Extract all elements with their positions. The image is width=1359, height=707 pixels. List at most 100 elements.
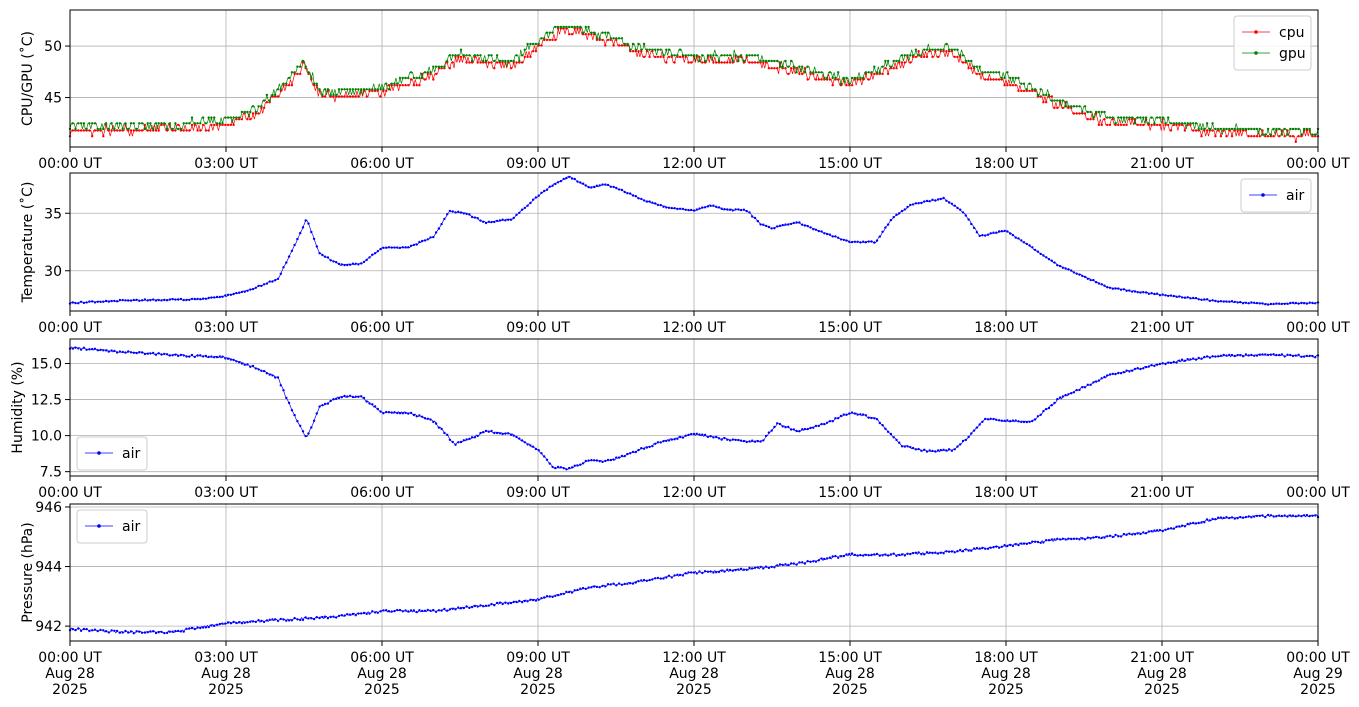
- data-point: [362, 88, 366, 91]
- data-point: [340, 88, 343, 91]
- data-point: [1214, 518, 1217, 521]
- data-point: [825, 232, 829, 236]
- data-point: [1100, 283, 1103, 286]
- data-point: [404, 609, 407, 612]
- data-point: [1178, 359, 1181, 362]
- data-point: [1022, 89, 1026, 93]
- data-point: [1011, 84, 1015, 87]
- data-point: [335, 261, 338, 264]
- data-point: [667, 206, 671, 209]
- data-point: [1192, 357, 1195, 360]
- data-point: [274, 618, 277, 621]
- data-point: [224, 116, 227, 119]
- data-point: [1100, 110, 1103, 114]
- data-point: [590, 31, 593, 34]
- data-point: [753, 54, 757, 57]
- data-point: [767, 67, 771, 70]
- data-point: [304, 65, 307, 68]
- data-point: [706, 54, 710, 57]
- data-point: [290, 409, 294, 412]
- data-point: [526, 600, 529, 603]
- y-tick-label: 942: [35, 619, 62, 635]
- data-point: [518, 211, 521, 214]
- data-point: [451, 210, 454, 213]
- data-point: [299, 65, 302, 68]
- data-point: [1070, 105, 1073, 108]
- x-tick-label: 00:00 UT: [38, 485, 102, 501]
- data-point: [670, 576, 673, 579]
- data-point: [409, 71, 413, 74]
- data-point: [953, 204, 956, 207]
- data-point: [77, 347, 80, 350]
- data-point: [850, 411, 854, 414]
- data-point: [570, 177, 574, 180]
- data-point: [1203, 521, 1206, 524]
- data-point: [193, 355, 196, 359]
- data-point: [834, 235, 837, 238]
- data-point: [984, 71, 987, 74]
- data-point: [79, 122, 83, 125]
- data-point: [1058, 264, 1062, 268]
- data-point: [249, 365, 252, 368]
- data-point: [767, 225, 771, 229]
- data-point: [795, 429, 798, 433]
- data-point: [459, 48, 463, 51]
- data-point: [146, 352, 149, 355]
- data-point: [997, 71, 1001, 74]
- data-point: [529, 55, 532, 59]
- data-point: [986, 233, 990, 236]
- data-point: [1169, 527, 1173, 530]
- data-point: [1255, 514, 1259, 518]
- data-point: [448, 438, 452, 441]
- data-point: [756, 439, 759, 443]
- data-point: [1014, 84, 1017, 87]
- data-point: [82, 129, 86, 132]
- data-point: [545, 595, 549, 598]
- data-point: [889, 432, 893, 436]
- data-point: [784, 426, 787, 429]
- data-point: [398, 608, 402, 612]
- data-point: [1094, 380, 1098, 383]
- data-point: [404, 411, 407, 415]
- data-point: [1028, 541, 1031, 545]
- data-point: [1167, 116, 1170, 119]
- data-point: [712, 204, 715, 207]
- data-point: [587, 185, 590, 189]
- data-point: [1211, 355, 1214, 358]
- data-point: [770, 565, 773, 569]
- data-point: [720, 207, 723, 210]
- data-point: [715, 61, 718, 64]
- data-point: [889, 553, 893, 556]
- data-point: [321, 615, 324, 619]
- data-point: [509, 67, 513, 70]
- data-point: [831, 76, 834, 80]
- data-point: [642, 55, 646, 59]
- data-point: [531, 198, 535, 201]
- data-point: [584, 587, 587, 591]
- data-point: [648, 578, 651, 582]
- data-point: [687, 208, 690, 212]
- data-point: [961, 54, 965, 57]
- data-point: [143, 352, 147, 356]
- data-point: [989, 78, 992, 81]
- data-point: [604, 459, 607, 463]
- data-point: [1172, 360, 1176, 364]
- data-point: [1222, 127, 1225, 131]
- x-tick-label: 06:00 UT: [350, 485, 414, 501]
- data-point: [1261, 302, 1264, 305]
- data-point: [1205, 298, 1209, 301]
- data-point: [1047, 406, 1051, 410]
- data-point: [964, 59, 967, 63]
- data-point: [1286, 353, 1289, 356]
- data-point: [143, 631, 147, 634]
- data-point: [723, 436, 726, 440]
- data-point: [629, 48, 632, 51]
- data-point: [174, 353, 177, 356]
- data-point: [992, 78, 995, 81]
- data-point: [423, 417, 427, 420]
- data-point: [906, 552, 909, 555]
- data-point: [251, 287, 255, 291]
- data-point: [1205, 518, 1209, 521]
- data-point: [1025, 242, 1029, 246]
- data-point: [1103, 110, 1106, 114]
